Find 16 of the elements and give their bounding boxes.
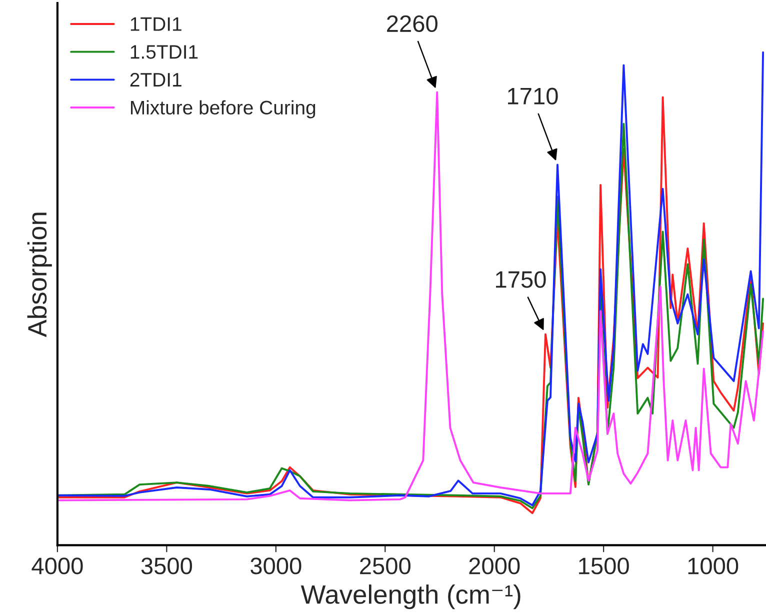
y-axis-title: Absorption <box>27 212 52 338</box>
x-tick-label: 2000 <box>469 558 520 574</box>
x-axis-title: Wavelength (cm⁻¹) <box>300 584 520 610</box>
x-tick-label: 3500 <box>141 558 192 574</box>
legend-label: Mixture before Curing <box>130 100 316 118</box>
legend-label: 1TDI1 <box>130 17 182 31</box>
x-tick-label: 2500 <box>360 558 410 574</box>
annotation: 1750 <box>496 271 546 288</box>
legend-label: 2TDI1 <box>130 72 182 86</box>
annotation: 2260 <box>387 15 438 32</box>
x-tick-label: 3000 <box>250 558 302 574</box>
x-tick-label: 1500 <box>579 558 629 574</box>
annotation: 1710 <box>508 88 558 104</box>
x-tick-label: 1000 <box>688 558 738 574</box>
x-tick-label: 4000 <box>32 558 83 574</box>
legend-label: 1.5TDI1 <box>130 45 198 59</box>
